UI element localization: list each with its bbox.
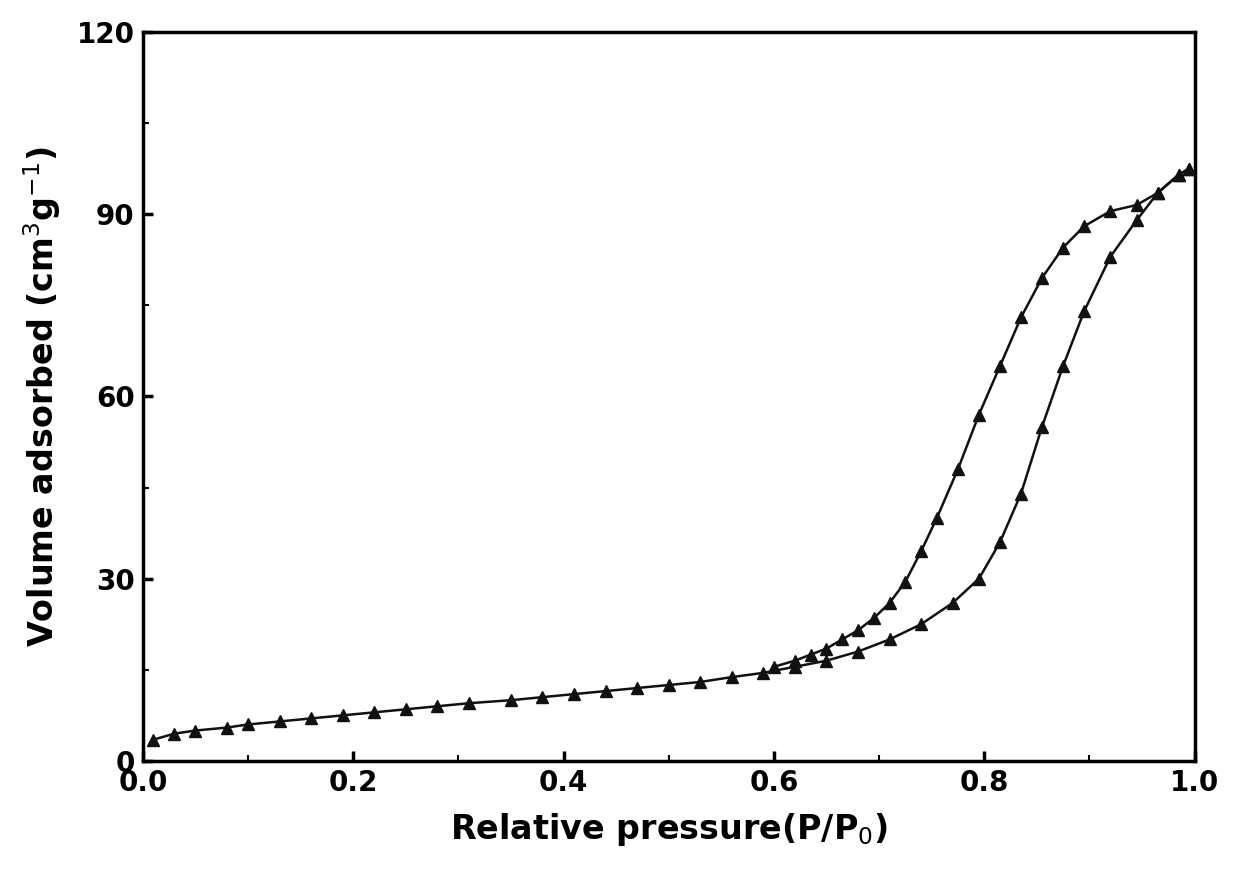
- X-axis label: Relative pressure(P/P$_0$): Relative pressure(P/P$_0$): [450, 811, 888, 848]
- Y-axis label: Volume adsorbed (cm$^3$g$^{-1}$): Volume adsorbed (cm$^3$g$^{-1}$): [21, 146, 63, 647]
